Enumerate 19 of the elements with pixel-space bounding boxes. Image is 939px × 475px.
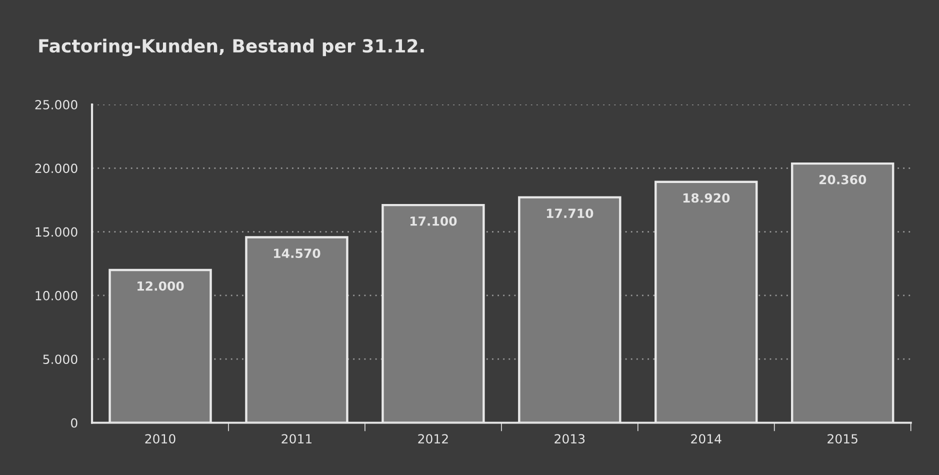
data-label: 12.000 — [138, 281, 184, 291]
data-label: 20.360 — [819, 174, 866, 184]
y-tick-label: 25.000 — [35, 100, 78, 110]
chart-title: Factoring-Kunden, Bestand per 31.12. — [39, 38, 424, 56]
x-tick-label: 2010 — [145, 434, 176, 444]
y-tick-label: 5.000 — [43, 354, 78, 364]
x-tick-label: 2013 — [554, 434, 585, 444]
y-tick-label: 20.000 — [35, 164, 78, 174]
x-tick-label: 2015 — [828, 434, 858, 444]
y-tick-label: 0 — [71, 418, 78, 428]
y-tick-label: 10.000 — [36, 290, 78, 300]
data-label: 14.570 — [274, 248, 320, 258]
x-tick-label: 2014 — [691, 434, 722, 444]
x-tick-label: 2012 — [418, 434, 448, 444]
data-label: 17.100 — [410, 216, 457, 226]
x-tick-label: 2011 — [282, 434, 312, 444]
data-label: 17.710 — [546, 208, 594, 218]
data-label: 18.920 — [683, 193, 730, 203]
y-tick-label: 15.000 — [36, 227, 78, 237]
